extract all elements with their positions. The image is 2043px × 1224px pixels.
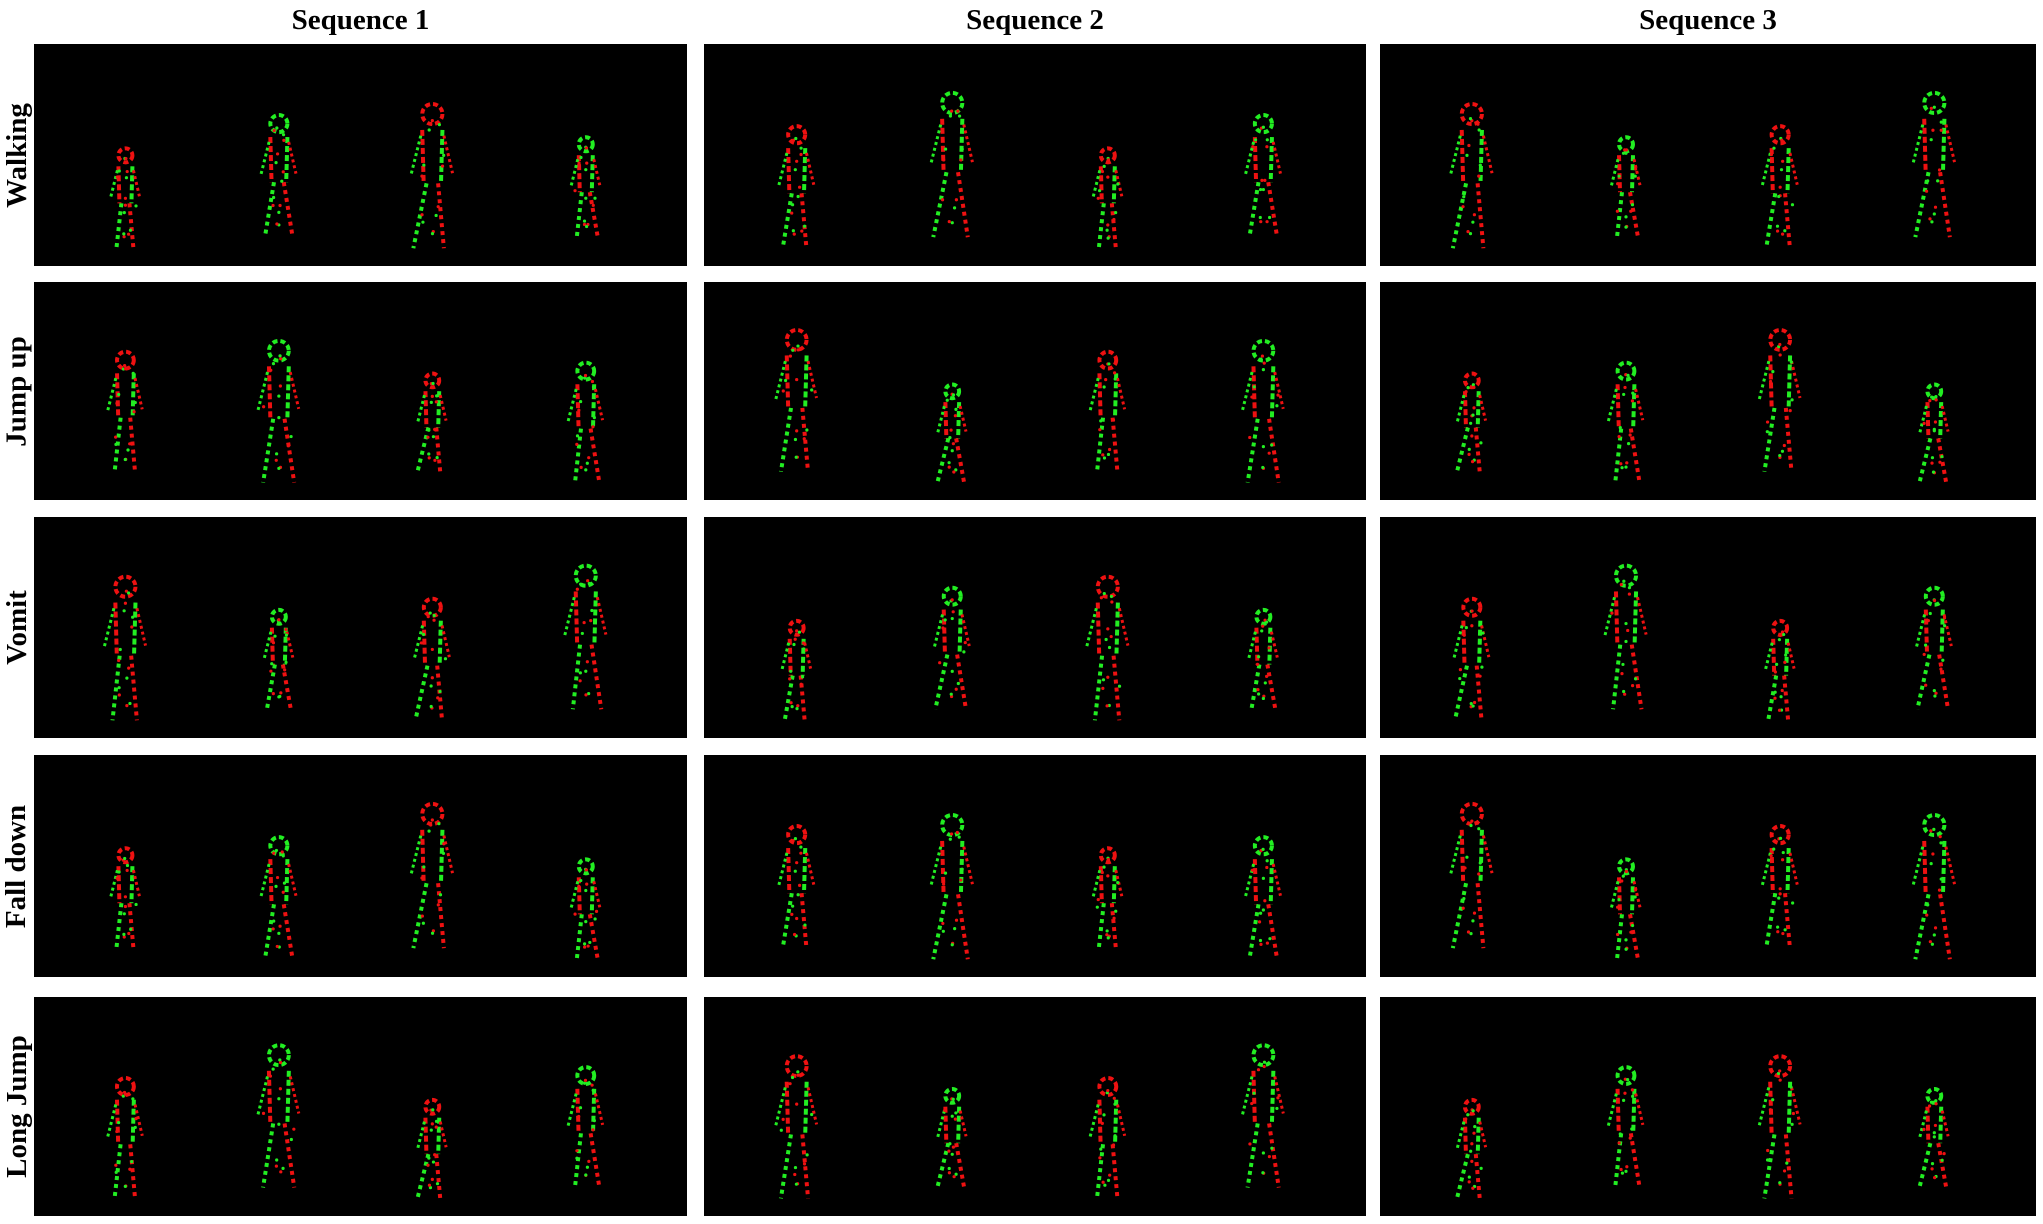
event-figure-silhouette — [1757, 327, 1802, 472]
event-figure-silhouette — [262, 607, 295, 710]
event-figure-silhouette — [1240, 1043, 1285, 1188]
event-figure-silhouette — [1917, 1086, 1950, 1189]
event-figure-silhouette — [105, 1076, 144, 1199]
frame-panel-walking-sequence-3 — [1380, 44, 2036, 266]
event-figure-silhouette — [1243, 113, 1282, 238]
event-figure-silhouette — [566, 360, 605, 483]
event-figure-silhouette — [1455, 1097, 1488, 1199]
frame-panel-long-jump-sequence-2 — [704, 997, 1366, 1216]
event-figure-silhouette — [1911, 812, 1956, 960]
event-figure-silhouette — [1606, 1065, 1645, 1188]
event-figure-silhouette — [1917, 382, 1950, 484]
event-figure-silhouette — [1091, 846, 1124, 949]
event-figure-silhouette — [102, 574, 147, 721]
event-figure-silhouette — [1243, 835, 1282, 960]
event-figure-silhouette — [259, 835, 298, 960]
event-figure-silhouette — [776, 824, 816, 949]
event-figure-silhouette — [256, 338, 301, 483]
event-figure-silhouette — [929, 90, 974, 238]
event-figure-silhouette — [108, 146, 141, 249]
column-header-sequence-2: Sequence 2 — [966, 4, 1104, 36]
event-figure-silhouette — [415, 1097, 448, 1199]
event-frame-image — [102, 563, 608, 721]
event-figure-silhouette — [105, 349, 144, 472]
event-figure-silhouette — [780, 618, 813, 721]
event-frame-image — [1448, 90, 1956, 249]
event-figure-silhouette — [1609, 135, 1642, 238]
event-frame-image — [776, 90, 1282, 249]
event-figure-silhouette — [569, 857, 602, 960]
event-figure-silhouette — [566, 1065, 605, 1188]
frame-panel-long-jump-sequence-3 — [1380, 997, 2036, 1216]
frame-panel-jump-up-sequence-3 — [1380, 282, 2036, 500]
event-figure-silhouette — [1247, 607, 1279, 710]
event-frame-image — [1455, 1054, 1950, 1199]
event-figure-silhouette — [1452, 596, 1491, 721]
event-frame-image — [776, 812, 1282, 960]
event-figure-silhouette — [1091, 146, 1124, 249]
event-figure-silhouette — [929, 812, 974, 960]
event-figure-silhouette — [932, 585, 971, 710]
event-figure-silhouette — [935, 382, 968, 484]
event-figure-silhouette — [256, 1043, 301, 1188]
frame-panel-jump-up-sequence-2 — [704, 282, 1366, 500]
event-figure-silhouette — [1448, 101, 1494, 249]
event-figure-silhouette — [562, 563, 608, 710]
event-frame-image — [108, 801, 602, 960]
event-figure-silhouette — [1088, 1076, 1127, 1199]
event-figure-silhouette — [259, 113, 298, 238]
event-figure-silhouette — [1760, 124, 1799, 249]
event-frame-image — [780, 574, 1279, 721]
frame-panel-fall-down-sequence-3 — [1380, 755, 2036, 977]
frame-panel-vomit-sequence-1 — [34, 517, 687, 738]
event-figure-silhouette — [1088, 349, 1127, 472]
row-label-walking: Walking — [0, 102, 33, 208]
row-label-long-jump: Long Jump — [0, 1035, 33, 1178]
event-figure-silhouette — [569, 135, 602, 238]
frame-panel-long-jump-sequence-1 — [34, 997, 687, 1216]
frame-panel-fall-down-sequence-2 — [704, 755, 1366, 977]
event-frame-image — [773, 327, 1285, 484]
event-figure-silhouette — [1448, 801, 1494, 949]
event-figure-silhouette — [1240, 338, 1285, 483]
event-figure-silhouette — [1763, 618, 1796, 721]
event-figure-silhouette — [409, 101, 454, 249]
event-figure-silhouette — [415, 371, 448, 473]
event-frame-image — [1452, 563, 1953, 721]
event-frame-image — [1448, 801, 1956, 960]
event-frame-image — [1455, 327, 1950, 484]
column-header-sequence-1: Sequence 1 — [291, 4, 430, 36]
event-frame-image — [105, 338, 605, 483]
event-figure-silhouette — [412, 596, 451, 721]
event-figure-silhouette — [409, 801, 454, 949]
column-header-sequence-3: Sequence 3 — [1639, 4, 1777, 36]
frame-panel-jump-up-sequence-1 — [34, 282, 687, 500]
event-figure-silhouette — [1914, 585, 1953, 710]
event-figure-silhouette — [1760, 824, 1799, 949]
row-label-fall-down: Fall down — [0, 804, 33, 928]
event-figure-silhouette — [1602, 563, 1648, 710]
frame-panel-walking-sequence-2 — [704, 44, 1366, 266]
event-figure-silhouette — [1757, 1054, 1802, 1199]
event-figure-silhouette — [776, 124, 816, 249]
frame-panel-vomit-sequence-3 — [1380, 517, 2036, 738]
frame-panel-vomit-sequence-2 — [704, 517, 1366, 738]
frame-panel-walking-sequence-1 — [34, 44, 687, 266]
event-frame-image — [773, 1043, 1285, 1199]
frame-panel-fall-down-sequence-1 — [34, 755, 687, 977]
event-figure-silhouette — [773, 1054, 819, 1199]
event-figure-silhouette — [1455, 371, 1488, 473]
event-figure-silhouette — [1609, 857, 1642, 960]
event-frame-image — [105, 1043, 605, 1199]
event-figure-silhouette — [1084, 574, 1130, 721]
event-figure-silhouette — [108, 846, 141, 949]
event-figure-silhouette — [1606, 360, 1645, 483]
row-label-vomit: Vomit — [0, 590, 33, 665]
event-figure-silhouette — [773, 327, 818, 472]
row-label-jump-up: Jump up — [0, 335, 33, 447]
event-figure-silhouette — [1911, 90, 1956, 238]
event-figure-silhouette — [935, 1086, 968, 1189]
event-frame-image — [108, 101, 602, 249]
